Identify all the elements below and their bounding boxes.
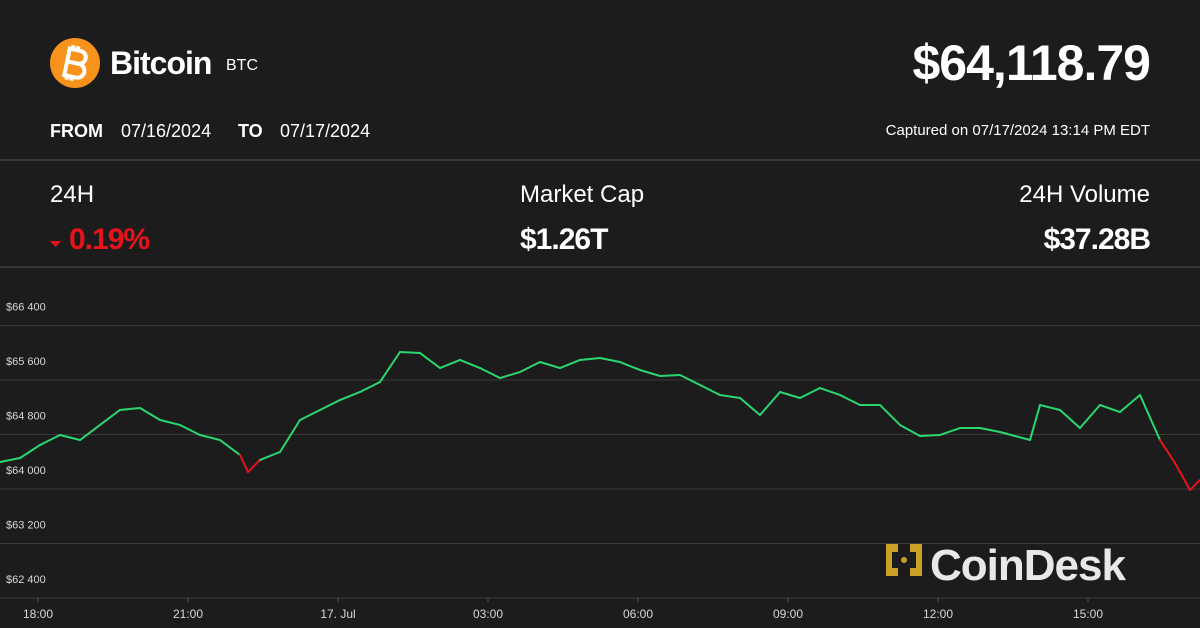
price-line-segment (899, 423, 921, 437)
brand-icon (886, 544, 922, 576)
stat-value: 0.19% (69, 223, 149, 256)
x-tick-label: 21:00 (173, 607, 203, 621)
price: $64,118.79 (913, 35, 1151, 91)
captured: Captured on 07/17/2024 13:14 PM EDT (886, 122, 1150, 139)
from-label: FROM (50, 121, 103, 141)
price-line-segment (499, 371, 521, 380)
price-line-segment (419, 352, 441, 370)
price-line-segment (59, 433, 81, 442)
price-line-segment (779, 390, 801, 399)
price-line-segment (1029, 404, 1041, 442)
x-tick-label: 09:00 (773, 607, 803, 621)
brand-logo: CoinDesk (886, 541, 1127, 590)
price-line-segment (259, 451, 281, 461)
price-line-segment (179, 423, 201, 436)
price-line-segment (339, 390, 361, 402)
price-line-segment (79, 423, 101, 442)
price-line-segment (219, 439, 241, 457)
price-line-segment (0, 457, 21, 464)
price-line-segment (579, 356, 601, 361)
price-line-segment (999, 430, 1031, 442)
price-line-segment (39, 433, 61, 446)
y-tick-label: $62 400 (6, 574, 46, 586)
price-line-segment (599, 356, 621, 364)
y-tick-label: $63 200 (6, 520, 46, 532)
price-line-segment (479, 367, 501, 380)
price-line-segment (919, 433, 941, 437)
price-line-segment (1174, 461, 1191, 492)
price-line-segment (1079, 404, 1101, 430)
x-tick-label: 12:00 (923, 607, 953, 621)
stat-label: 24H (50, 181, 94, 208)
to-date: 07/17/2024 (280, 121, 370, 141)
price-line-segment (659, 374, 681, 377)
price-line-segment (159, 418, 181, 426)
stat-label: 24H Volume (1019, 181, 1150, 208)
price-line-segment (939, 427, 961, 436)
price-line-segment (1099, 404, 1121, 414)
price-line-segment (439, 358, 461, 370)
price-line-segment (1059, 408, 1081, 430)
plot (0, 351, 1200, 492)
price-line-segment (619, 361, 641, 371)
x-tick-label: 18:00 (23, 607, 53, 621)
price-line-segment (879, 404, 901, 426)
bitcoin-glyph (61, 44, 88, 82)
price-line-segment (1139, 393, 1161, 442)
price-line-segment (739, 396, 761, 417)
price-line-segment (1189, 479, 1200, 492)
price-line-segment (639, 368, 661, 377)
price-line-segment (819, 387, 841, 396)
y-tick-label: $64 800 (6, 411, 46, 423)
price-line-segment (1159, 439, 1176, 464)
price-line-segment (99, 408, 121, 426)
y-tick-label: $66 400 (6, 302, 46, 314)
price-line-segment (539, 361, 561, 370)
price-line-segment (139, 406, 161, 421)
price-line-segment (279, 418, 301, 454)
price-line-segment (199, 433, 221, 442)
brand-name: CoinDesk (930, 541, 1126, 590)
price-line-segment (1119, 393, 1141, 414)
price-line-segment (559, 358, 581, 370)
grid: $62 400 $63 200 $64 000 $64 800 $65 600 $66 4… (0, 302, 1200, 621)
brand-dot (901, 557, 907, 563)
price-line-segment (247, 458, 261, 473)
x-tick-label: 03:00 (473, 607, 503, 621)
x-tick-label: 06:00 (623, 607, 653, 621)
price-line-segment (799, 387, 821, 399)
to-label: TO (238, 121, 263, 141)
x-tick-label: 15:00 (1073, 607, 1103, 621)
price-line-segment (519, 361, 541, 374)
stat-label: Market Cap (520, 181, 644, 208)
price-line-segment (699, 383, 721, 396)
price-line-segment (979, 427, 1001, 433)
price-line-segment (19, 443, 41, 460)
price-line-segment (119, 406, 141, 411)
price-line-segment (359, 380, 381, 393)
price-line-segment (839, 393, 861, 407)
price-line-segment (379, 351, 401, 383)
stat-value: $1.26T (520, 223, 608, 256)
price-line-segment (299, 408, 321, 421)
stat-value: $37.28B (1044, 223, 1151, 256)
price-line-segment (459, 358, 481, 370)
price-line-segment (1039, 404, 1061, 411)
price-line-segment (759, 390, 781, 417)
price-line-segment (399, 351, 421, 355)
price-line-segment (239, 454, 249, 473)
x-tick-label: 17. Jul (320, 607, 355, 621)
price-line-segment (319, 399, 341, 411)
down-arrow (50, 241, 61, 247)
y-tick-label: $64 000 (6, 465, 46, 477)
price-line-segment (719, 393, 741, 399)
coin-name: Bitcoin (110, 45, 211, 81)
y-tick-label: $65 600 (6, 356, 46, 368)
from-date: 07/16/2024 (121, 121, 211, 141)
price-line-segment (679, 374, 701, 386)
coin-symbol: BTC (226, 57, 258, 74)
